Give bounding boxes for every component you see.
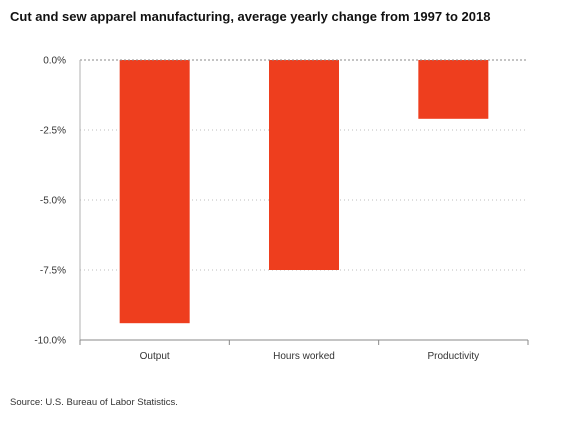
y-tick-label: -5.0% — [40, 196, 66, 207]
y-tick-label: -7.5% — [40, 266, 66, 277]
x-tick-label: Output — [140, 351, 170, 362]
bar — [119, 60, 190, 324]
chart-title: Cut and sew apparel manufacturing, avera… — [10, 9, 491, 24]
y-tick-label: 0.0% — [43, 56, 66, 67]
x-tick-label: Productivity — [427, 351, 479, 362]
bar — [269, 60, 339, 270]
y-tick-label: -10.0% — [34, 336, 66, 347]
bar — [418, 60, 489, 119]
y-tick-label: -2.5% — [40, 126, 66, 137]
bars — [119, 60, 489, 324]
x-tick-label: Hours worked — [273, 351, 335, 362]
y-tick-labels: 0.0% -2.5% -5.0% -7.5% -10.0% — [34, 56, 66, 347]
source-note: Source: U.S. Bureau of Labor Statistics. — [10, 397, 178, 408]
axes — [79, 59, 529, 345]
x-tick-labels: Output Hours worked Productivity — [140, 351, 480, 362]
